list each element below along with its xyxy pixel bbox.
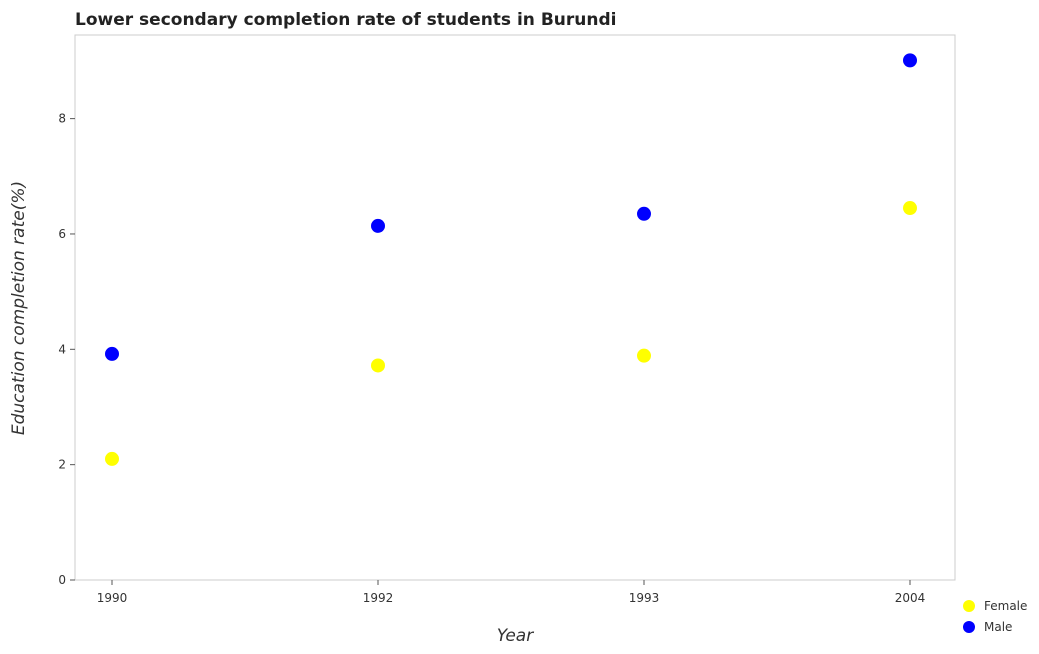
male-legend-marker — [963, 621, 975, 633]
data-points — [105, 53, 917, 466]
y-axis: 0 2 4 6 8 — [58, 112, 75, 587]
male-point — [105, 346, 119, 361]
female-point — [371, 358, 385, 373]
x-tick-label: 1990 — [97, 591, 128, 605]
plot-area — [74, 34, 956, 581]
y-tick-label: 4 — [58, 342, 66, 356]
x-tick-label: 1992 — [363, 591, 394, 605]
male-point — [637, 206, 651, 221]
male-point — [903, 53, 917, 68]
male-point — [371, 218, 385, 233]
x-axis-label: Year — [497, 626, 534, 646]
legend: Female Male — [963, 599, 1027, 634]
y-tick-label: 2 — [58, 458, 66, 472]
female-point — [105, 451, 119, 466]
female-point — [903, 201, 917, 216]
y-tick-label: 6 — [58, 227, 66, 241]
x-axis: 1990 1992 1993 2004 — [97, 580, 926, 605]
female-legend-marker — [963, 600, 975, 612]
legend-label: Male — [984, 620, 1012, 634]
y-tick-label: 8 — [58, 112, 66, 126]
x-tick-label: 2004 — [895, 591, 926, 605]
chart-title: Lower secondary completion rate of stude… — [75, 10, 616, 30]
y-axis-label: Education completion rate(%) — [9, 181, 29, 435]
x-tick-label: 1993 — [629, 591, 660, 605]
legend-label: Female — [984, 599, 1027, 613]
y-tick-label: 0 — [58, 573, 66, 587]
female-point — [637, 348, 651, 363]
